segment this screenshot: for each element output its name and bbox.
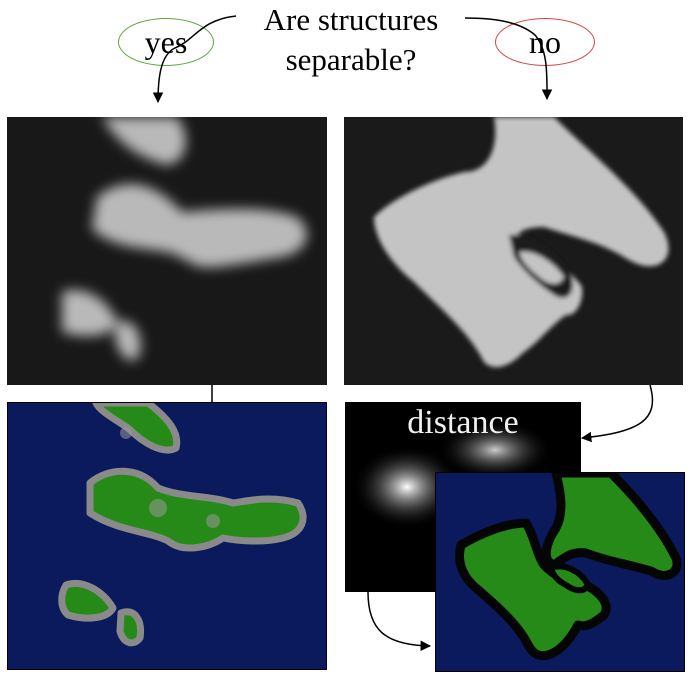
arrow-question-to-yes: [152, 15, 237, 104]
arrow-distance-to-segmentation: [367, 591, 432, 652]
ct-image-not-separable: [344, 117, 683, 385]
distance-label: distance: [407, 404, 519, 441]
segmentation-separable: [7, 402, 327, 670]
question-text: Are structures separable?: [236, 0, 466, 80]
ct-image-separable: [7, 117, 327, 385]
question-line-1: Are structures: [263, 2, 439, 37]
yes-oval: yes: [118, 18, 214, 66]
question-line-2: separable?: [285, 42, 417, 77]
no-oval: no: [495, 18, 595, 66]
segmentation-not-separable: [435, 472, 685, 672]
arrow-no-ct-to-distance: [580, 384, 654, 443]
arrow-question-to-no: [464, 17, 553, 101]
